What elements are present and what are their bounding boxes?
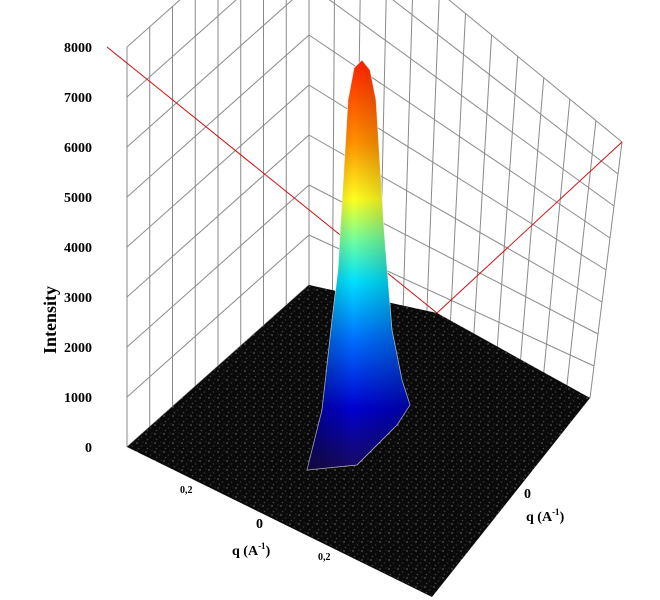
grid-line: [331, 0, 335, 295]
z-tick-label: 3000: [64, 291, 92, 306]
grid-line: [328, 0, 615, 207]
z-tick-label: 1000: [64, 391, 92, 406]
z-tick-label: 0: [85, 441, 92, 456]
grid-line: [126, 184, 310, 348]
grid-line: [126, 0, 237, 98]
z-tick-label: 6000: [64, 141, 92, 156]
grid-line: [448, 0, 623, 143]
grid-line: [126, 0, 181, 48]
right-axis-label: q (A-1): [526, 507, 565, 525]
grid-line: [392, 0, 619, 175]
left-q-tick-label: 0,2: [318, 552, 331, 563]
grid-line: [126, 134, 310, 298]
grid-line: [126, 0, 293, 148]
z-axis-label: Intensity: [40, 286, 60, 354]
grid-line: [126, 34, 310, 198]
grid-line: [126, 234, 310, 398]
z-tick-label: 4000: [64, 241, 92, 256]
left-axis-ticks: 0,2 0 0,2: [180, 485, 331, 563]
left-q-tick-label: 0: [256, 517, 263, 532]
z-axis-ticks: 0 1000 2000 3000 4000 5000 6000 7000 8000: [64, 41, 92, 456]
grid-line: [402, 0, 413, 323]
z-tick-label: 8000: [64, 41, 92, 56]
peak-shading: [307, 60, 410, 470]
right-axis-ticks: 0: [524, 487, 531, 502]
intensity-peak: [306, 59, 411, 471]
grid-line: [126, 84, 310, 248]
grid-line: [425, 0, 440, 333]
right-q-tick-label: 0: [524, 487, 531, 502]
z-tick-label: 2000: [64, 341, 92, 356]
highlight-line: [436, 141, 623, 314]
z-tick-label: 5000: [64, 191, 92, 206]
left-axis-label: q (A-1): [232, 541, 271, 559]
z-tick-label: 7000: [64, 91, 92, 106]
left-q-tick-label: 0,2: [180, 485, 193, 496]
